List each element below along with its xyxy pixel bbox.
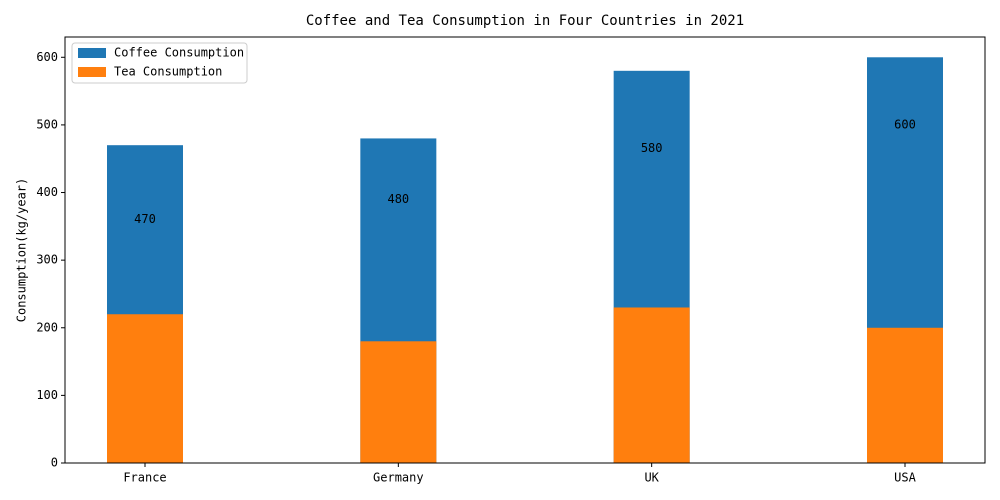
x-tick-label: UK [644, 471, 659, 485]
y-tick-label: 100 [36, 388, 58, 402]
x-tick-label: France [123, 471, 166, 485]
bar [613, 307, 690, 463]
x-tick-label: Germany [373, 471, 424, 485]
y-tick-label: 400 [36, 185, 58, 199]
legend-box [71, 42, 248, 84]
data-label: 580 [641, 141, 663, 155]
y-tick-label: 600 [36, 50, 58, 64]
x-tick-label: USA [894, 471, 916, 485]
y-tick-label: 0 [51, 456, 58, 470]
bar [107, 314, 183, 463]
data-label: 480 [387, 192, 409, 206]
data-label: 470 [134, 212, 156, 226]
data-label: 600 [894, 117, 916, 131]
bar [360, 341, 437, 463]
y-tick-label: 200 [36, 320, 58, 334]
legend-swatch [78, 48, 106, 58]
legend-label: Tea Consumption [114, 65, 222, 79]
plot-frame [64, 36, 986, 464]
bar [867, 327, 943, 463]
y-axis-label: Consumption(kg/year) [15, 178, 29, 323]
legend-swatch [78, 67, 106, 77]
legend-label: Coffee Consumption [114, 46, 244, 60]
y-tick-label: 500 [36, 117, 58, 131]
y-tick-label: 300 [36, 253, 58, 267]
chart-title: Coffee and Tea Consumption in Four Count… [306, 13, 744, 29]
